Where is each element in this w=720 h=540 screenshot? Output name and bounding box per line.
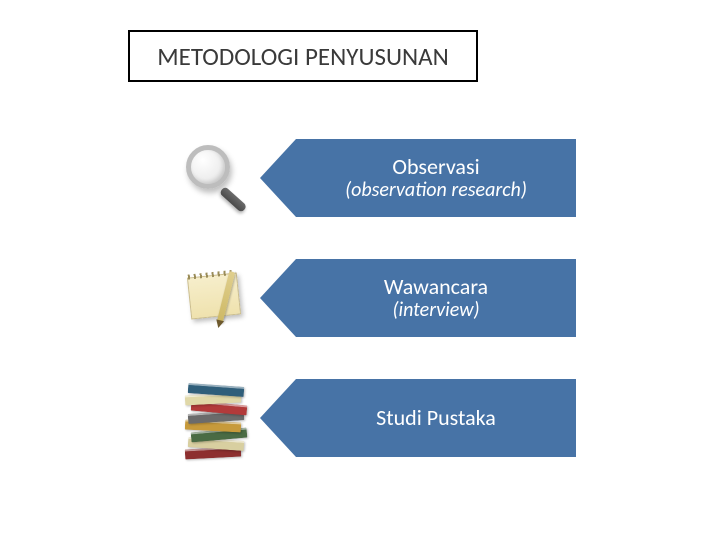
method-item-observasi: Observasi (observation research)	[170, 135, 576, 221]
method-label: Observasi	[392, 154, 479, 179]
title-box: METODOLOGI PENYUSUNAN	[128, 30, 478, 82]
method-bar: Studi Pustaka	[296, 379, 576, 457]
method-item-studi-pustaka: Studi Pustaka	[170, 375, 576, 461]
method-bar: Observasi (observation research)	[296, 139, 576, 217]
method-item-wawancara: Wawancara (interview)	[170, 255, 576, 341]
method-label: Wawancara	[384, 274, 488, 299]
method-label: Studi Pustaka	[376, 405, 496, 430]
method-bar: Wawancara (interview)	[296, 259, 576, 337]
method-sublabel: (interview)	[392, 299, 479, 322]
notepad-icon	[170, 255, 260, 341]
books-icon	[170, 375, 260, 461]
title-text: METODOLOGI PENYUSUNAN	[157, 41, 449, 72]
method-sublabel: (observation research)	[345, 179, 527, 202]
magnifier-icon	[170, 135, 260, 221]
